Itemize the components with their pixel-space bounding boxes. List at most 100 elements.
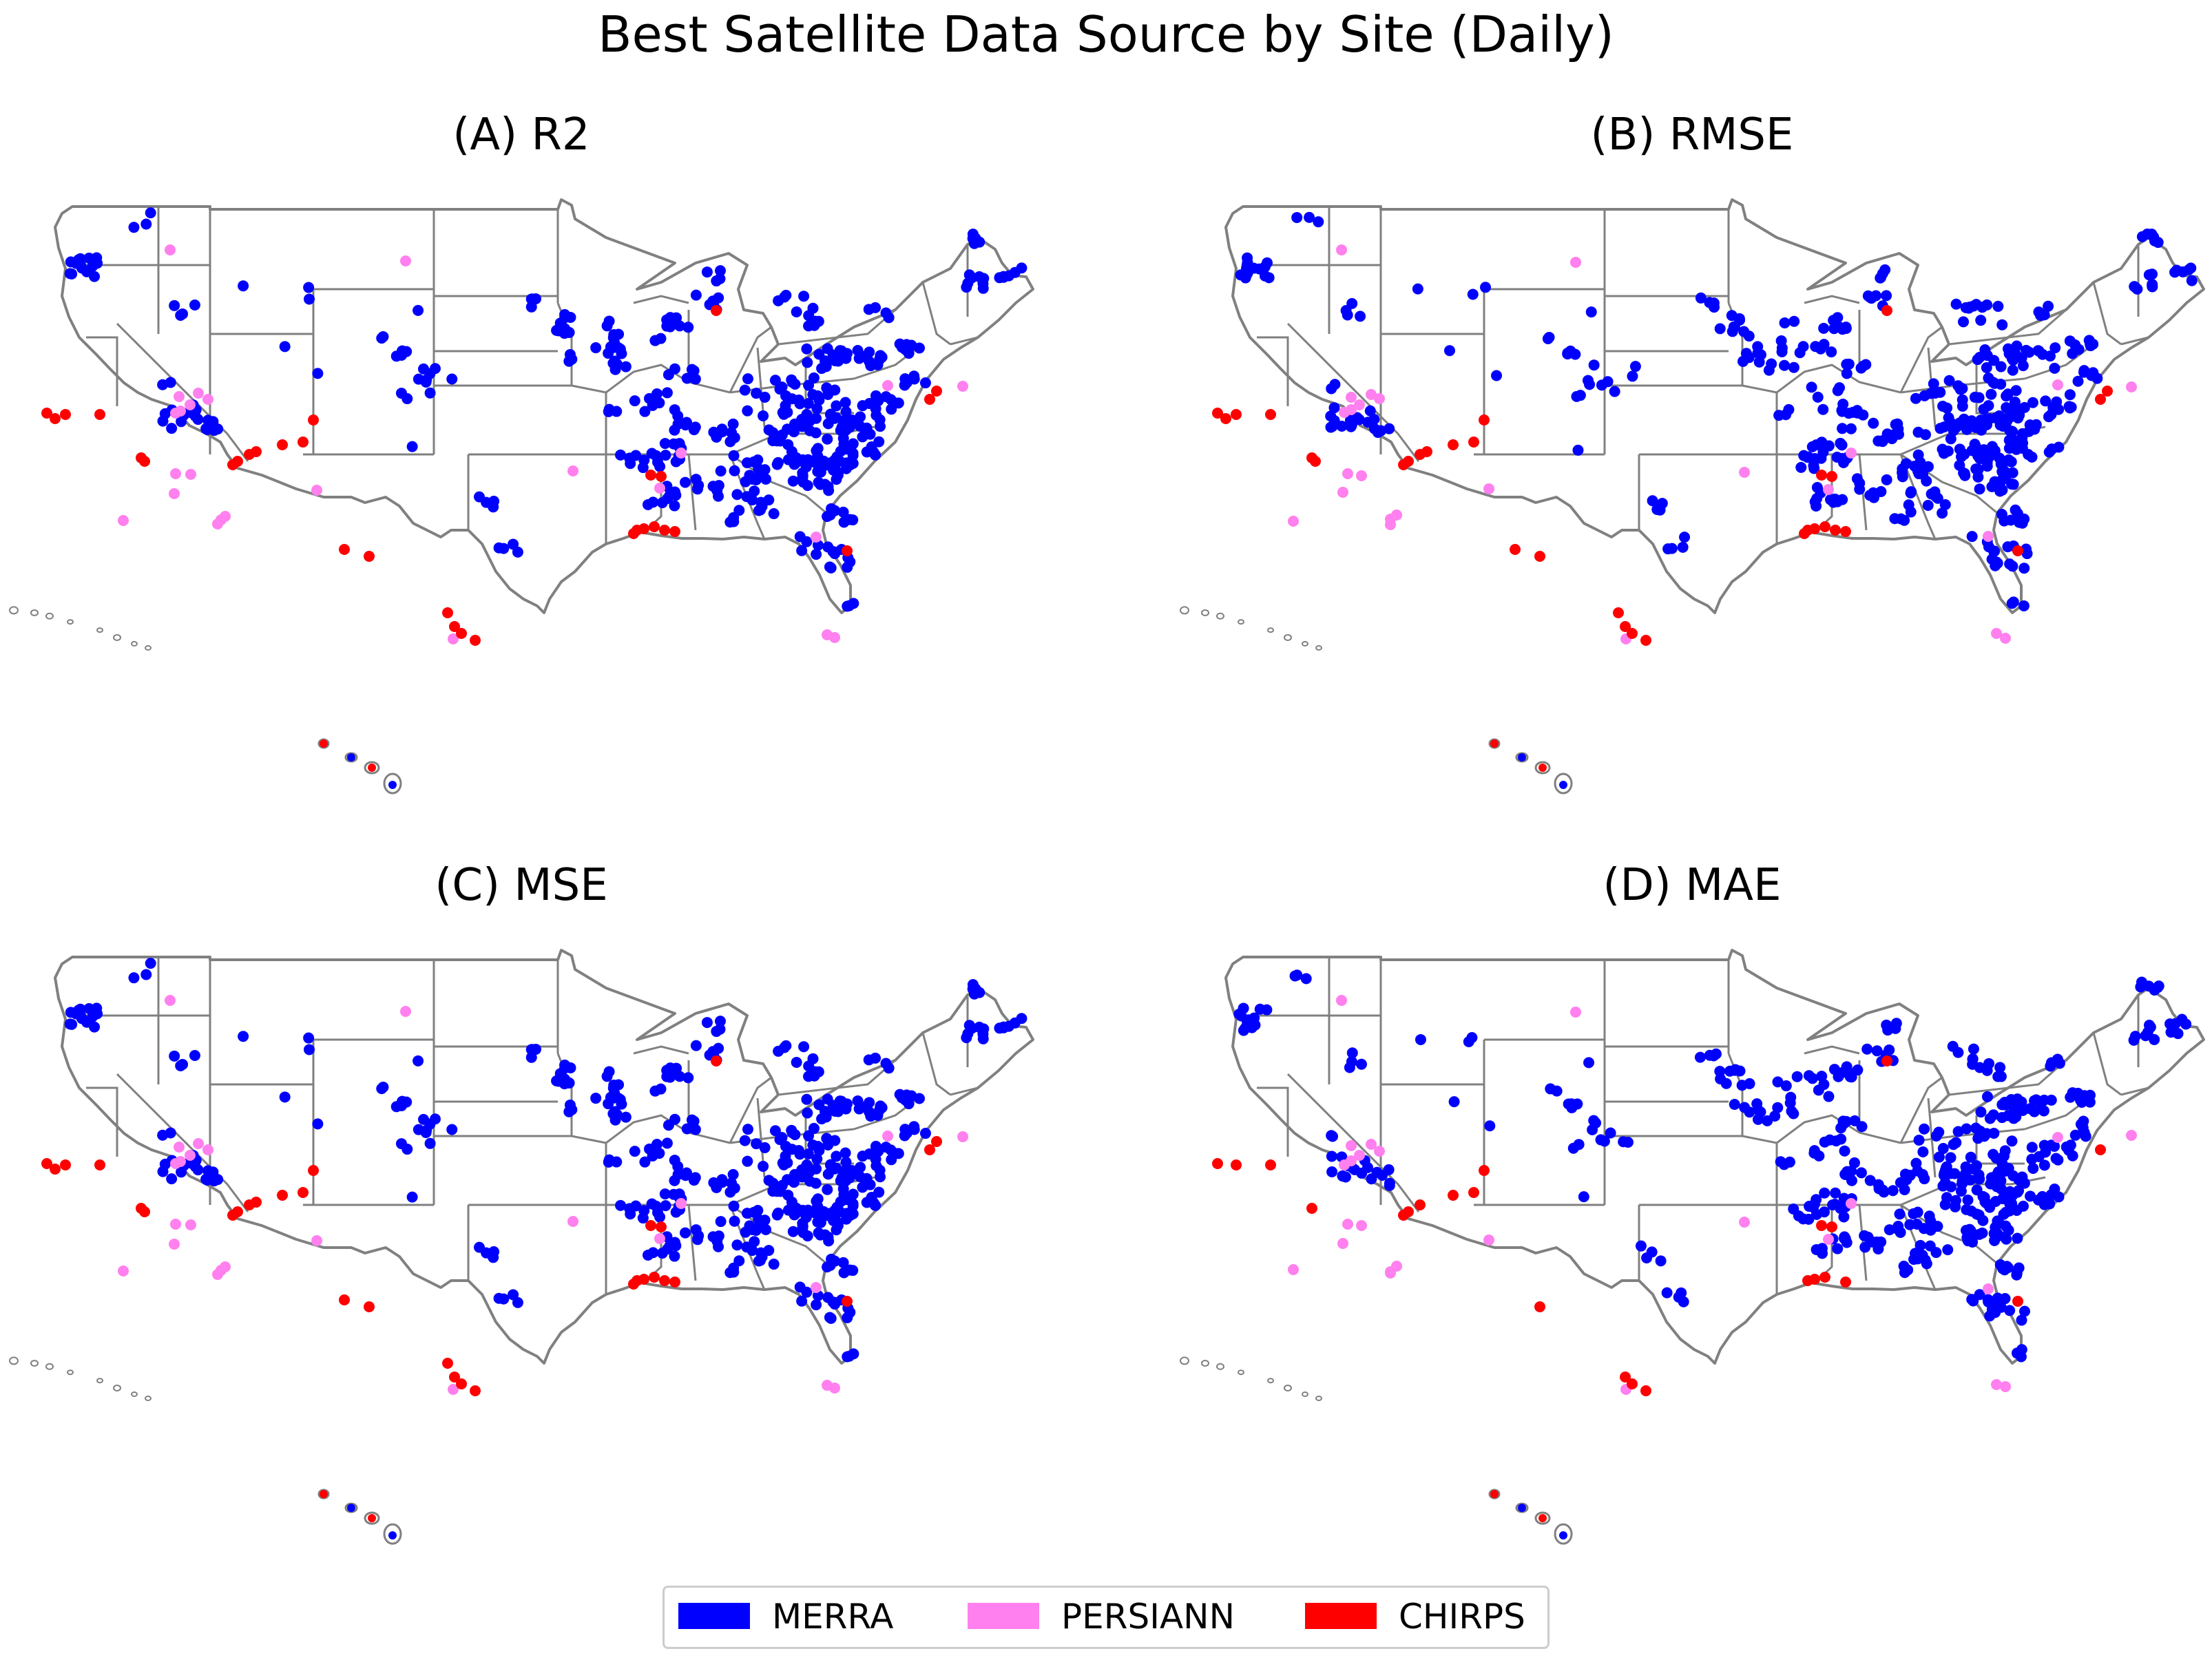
site-point-merra [669,1175,680,1186]
site-point-merra [1919,1123,1930,1135]
site-point-merra [2038,1159,2050,1171]
site-point-merra [775,435,786,447]
site-point-merra [2027,1162,2039,1174]
site-point-merra [1804,1201,1815,1212]
site-point-merra [1938,448,1950,459]
site-point-merra [1772,1076,1784,1088]
chirps-swatch [1305,1603,1377,1629]
site-point-merra [508,1289,519,1301]
site-point-merra [2018,401,2030,413]
site-point-merra [1562,347,1574,359]
site-point-merra [2002,541,2014,553]
site-point-merra [1972,1133,1984,1144]
site-point-merra [1412,283,1423,295]
site-point-merra [1813,1150,1825,1162]
site-point-chirps [50,1164,61,1175]
site-point-merra [1933,1151,1945,1163]
site-point-merra [1961,423,1972,435]
site-point-merra [1784,1097,1796,1109]
site-point-merra [1661,1287,1673,1299]
site-point-merra [1384,1179,1395,1191]
site-point-persiann [1336,995,1347,1006]
site-point-merra [800,461,812,473]
site-point-merra [1573,1139,1585,1151]
site-point-persiann [170,1219,181,1230]
site-point-merra [420,1126,432,1138]
site-point-chirps [931,386,942,397]
site-point-merra [1646,1246,1658,1258]
site-point-merra [1999,1145,2011,1157]
site-point-merra [639,1156,651,1168]
site-point-merra [848,1348,859,1360]
site-point-merra [967,979,979,991]
site-point-merra [1559,1531,1567,1540]
site-point-merra [1979,453,1990,465]
site-point-merra [885,394,897,406]
site-point-merra [811,1299,822,1311]
site-point-merra [767,1177,779,1189]
site-point-merra [865,1111,877,1122]
site-point-persiann [2000,1381,2011,1392]
site-point-merra [819,355,831,367]
site-point-merra [1894,1208,1906,1220]
site-point-merra [681,1123,693,1135]
site-point-merra [1881,1019,1892,1031]
site-point-merra [128,972,140,984]
panel-title-c: (C) MSE [435,860,608,911]
legend-label-persiann: PERSIANN [1061,1597,1235,1637]
site-point-merra [1339,1171,1351,1183]
site-point-merra [1518,753,1526,761]
state-boundary [86,336,118,406]
site-point-chirps [449,621,460,632]
site-point-merra [670,1206,682,1218]
site-point-chirps [41,1158,52,1169]
site-point-merra [1806,381,1817,393]
site-point-merra [829,454,841,466]
site-point-chirps [364,1301,375,1312]
site-point-merra [724,516,736,528]
site-point-chirps [1490,1490,1499,1498]
site-point-chirps [456,628,467,639]
site-point-persiann [175,406,186,417]
site-point-merra [2007,364,2018,376]
site-point-merra [831,400,842,412]
site-point-merra [1590,1117,1602,1129]
site-point-merra [2040,395,2052,407]
site-point-merra [873,436,885,448]
site-point-merra [1353,414,1365,425]
site-point-merra [796,414,808,425]
site-point-merra [2018,600,2030,611]
site-point-merra [807,1053,819,1064]
site-point-merra [609,1114,621,1126]
pacific-island [1267,627,1274,633]
site-point-merra [1968,1295,1979,1307]
site-points [41,207,1027,789]
site-point-persiann [957,381,968,392]
site-point-merra [526,1044,538,1055]
site-point-merra [874,1104,886,1116]
site-point-merra [312,1118,324,1130]
site-point-merra [855,411,866,423]
site-point-persiann [1366,1139,1377,1150]
site-point-merra [827,349,839,361]
site-point-chirps [298,1187,309,1198]
site-point-merra [1647,495,1658,507]
pacific-island [1180,1356,1189,1365]
state-boundary [729,326,772,393]
site-point-merra [396,1100,408,1111]
site-point-merra [2007,425,2018,437]
site-point-merra [1595,1134,1607,1146]
site-point-merra [2145,1022,2156,1033]
site-point-persiann [1374,1146,1385,1157]
site-point-merra [1854,483,1866,495]
site-point-merra [1975,1106,1987,1118]
site-point-chirps [1613,607,1624,618]
site-point-chirps [470,635,481,646]
state-boundary [1286,1073,1420,1212]
state-boundary [2092,1032,2122,1096]
site-point-merra [802,398,814,410]
site-point-merra [1871,1045,1883,1057]
state-boundary [729,454,766,540]
site-point-merra [1999,465,2011,477]
site-point-merra [1924,1240,1936,1252]
